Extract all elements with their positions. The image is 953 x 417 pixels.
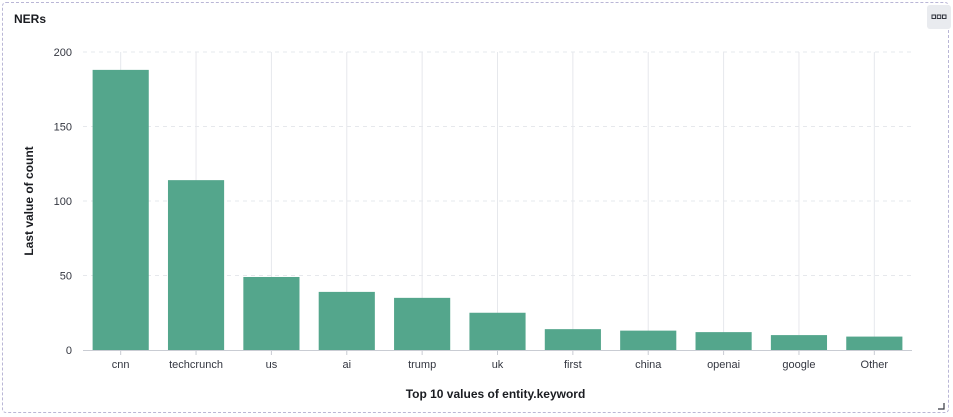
y-axis-title: Last value of count — [22, 146, 36, 255]
x-tick-label: cnn — [112, 359, 130, 371]
y-tick-label: 50 — [60, 271, 72, 283]
x-tick-label: google — [782, 359, 815, 371]
x-tick-label: china — [635, 359, 662, 371]
bar-google[interactable] — [770, 335, 828, 350]
bar-uk[interactable] — [469, 312, 526, 350]
y-tick-label: 100 — [54, 196, 72, 208]
bar-trump[interactable] — [394, 297, 451, 350]
bar-openai[interactable] — [695, 332, 752, 350]
x-tick-label: us — [266, 359, 278, 371]
x-tick-label: trump — [408, 359, 436, 371]
bar-techcrunch[interactable] — [167, 180, 225, 350]
panel-options-button[interactable] — [927, 5, 951, 29]
bar-us[interactable] — [243, 276, 300, 350]
panel-title: NERs — [14, 12, 47, 26]
bar-ai[interactable] — [318, 291, 375, 350]
resize-corner-icon[interactable] — [938, 403, 945, 410]
x-tick-label: first — [564, 359, 582, 371]
y-tick-label: 200 — [54, 47, 72, 59]
x-tick-label: openai — [707, 359, 740, 371]
bar-cnn[interactable] — [92, 69, 149, 350]
bar-other[interactable] — [846, 336, 903, 350]
x-tick-label: ai — [342, 359, 351, 371]
bar-first[interactable] — [544, 329, 601, 350]
x-tick-label: Other — [861, 359, 889, 371]
x-axis-title: Top 10 values of entity.keyword — [406, 387, 586, 401]
ellipsis-icon — [931, 14, 947, 19]
y-tick-label: 0 — [66, 345, 72, 357]
bar-china[interactable] — [620, 330, 677, 350]
x-tick-label: uk — [492, 359, 504, 371]
y-tick-label: 150 — [54, 122, 72, 134]
x-tick-label: techcrunch — [169, 359, 223, 371]
